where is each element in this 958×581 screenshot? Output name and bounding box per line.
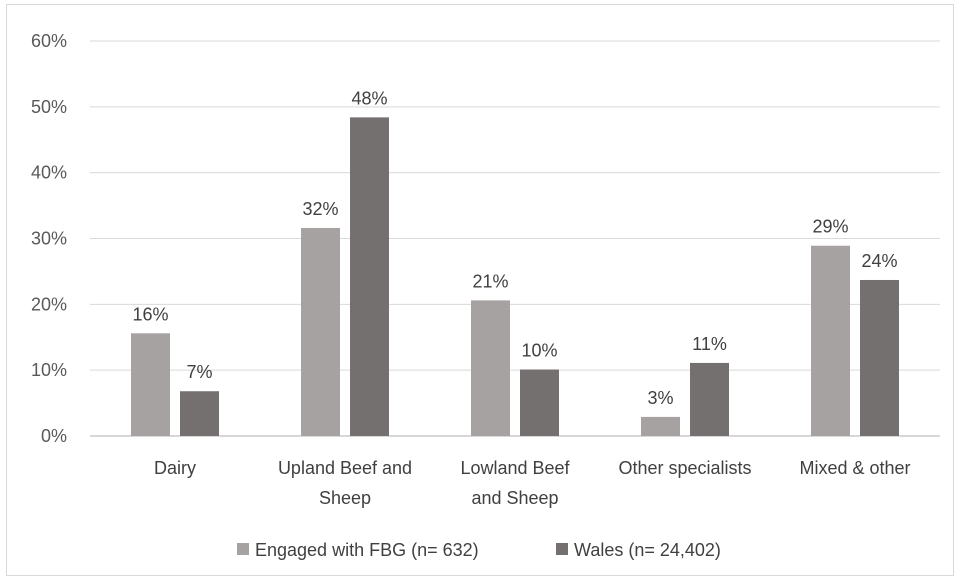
legend-label: Engaged with FBG (n= 632) — [255, 540, 479, 560]
bar-engaged — [131, 333, 170, 436]
bar-wales — [520, 369, 559, 436]
data-label: 10% — [521, 341, 557, 361]
data-labels: 16% 7% 32% 48% 21% 10% 3% 11% 29% 24% — [132, 88, 897, 408]
bar-wales — [350, 117, 389, 436]
legend: Engaged with FBG (n= 632) Wales (n= 24,40… — [237, 540, 721, 560]
x-category-label: Upland Beef and — [278, 458, 412, 478]
bar-wales — [860, 279, 899, 436]
data-label: 24% — [861, 251, 897, 271]
y-tick-label: 20% — [31, 294, 67, 314]
y-tick-label: 10% — [31, 360, 67, 380]
bar-engaged — [301, 227, 340, 436]
bars — [131, 117, 899, 436]
x-category-label: Lowland Beef — [460, 458, 570, 478]
bar-wales — [690, 362, 729, 436]
bar-wales — [180, 391, 219, 436]
data-label: 48% — [351, 88, 387, 108]
x-category-label: and Sheep — [471, 488, 558, 508]
data-label: 21% — [472, 271, 508, 291]
y-axis-ticks: 0% 10% 20% 30% 40% 50% 60% — [31, 31, 67, 446]
legend-label: Wales (n= 24,402) — [574, 540, 721, 560]
bar-engaged — [641, 416, 680, 436]
data-label: 16% — [132, 304, 168, 324]
legend-swatch — [237, 543, 249, 555]
chart-frame — [6, 4, 954, 576]
y-tick-label: 30% — [31, 229, 67, 249]
x-category-label: Mixed & other — [799, 458, 910, 478]
y-tick-label: 40% — [31, 163, 67, 183]
data-label: 11% — [692, 334, 727, 354]
data-label: 29% — [812, 217, 848, 237]
x-axis-categories: Dairy Upland Beef and Sheep Lowland Beef and… — [154, 458, 911, 508]
y-tick-label: 50% — [31, 97, 67, 117]
y-tick-label: 60% — [31, 31, 67, 51]
x-category-label: Other specialists — [618, 458, 751, 478]
data-label: 32% — [302, 199, 338, 219]
legend-swatch — [556, 543, 568, 555]
x-category-label: Sheep — [319, 488, 371, 508]
x-category-label: Dairy — [154, 458, 196, 478]
gridlines — [90, 40, 940, 437]
data-label: 3% — [647, 388, 673, 408]
data-label: 7% — [186, 362, 212, 382]
bar-engaged — [811, 245, 850, 436]
y-tick-label: 0% — [41, 426, 67, 446]
bar-engaged — [471, 300, 510, 436]
